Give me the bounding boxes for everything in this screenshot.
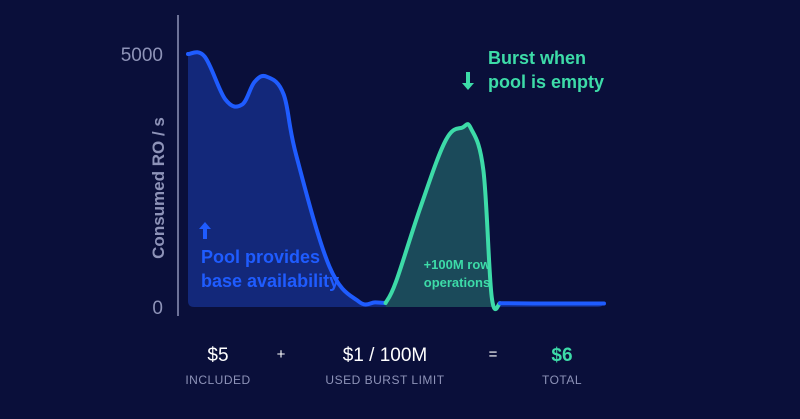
burst-value: $1 / 100M	[342, 345, 428, 366]
total-caption: TOTAL	[541, 373, 583, 387]
annotation-row-operations: +100M row operations	[424, 257, 492, 290]
y-tick-label-1: 0	[152, 298, 163, 319]
total-value: $6	[551, 345, 573, 366]
series-lines	[186, 50, 606, 312]
arrow-down-icon	[462, 72, 474, 90]
burst-caption: USED BURST LIMIT	[325, 373, 445, 387]
plus-sign: +	[276, 346, 286, 363]
included-caption: INCLUDED	[185, 373, 251, 387]
included-value: $5	[207, 345, 229, 366]
summary-included: $5 INCLUDED	[185, 345, 250, 387]
y-tick-label-0: 5000	[121, 45, 163, 66]
base-area-0	[188, 52, 386, 307]
annotation-row-ops-line-2: operations	[424, 275, 490, 290]
annotation-row-ops-line-1: +100M row	[424, 257, 492, 272]
burst-area-1	[385, 124, 500, 310]
annotation-pool-line-1: Pool provides	[201, 247, 320, 267]
annotation-pool: Pool provides base availability	[199, 222, 339, 291]
annotation-burst-line-1: Burst when	[488, 48, 586, 68]
y-axis-label: Consumed RO / s	[149, 117, 168, 259]
burst-line-1	[383, 122, 502, 312]
annotation-burst: Burst when pool is empty	[462, 48, 604, 92]
arrow-up-icon	[199, 222, 211, 239]
annotation-burst-line-2: pool is empty	[488, 72, 604, 92]
y-tick-labels: 5000 0	[121, 45, 163, 319]
annotation-pool-line-2: base availability	[201, 271, 339, 291]
summary-total: $6 TOTAL	[542, 345, 582, 387]
consumption-chart: 5000 0 Consumed RO / s Pool provides base…	[121, 15, 606, 319]
summary-burst: $1 / 100M USED BURST LIMIT	[325, 345, 444, 387]
base-line-0	[186, 50, 388, 307]
equals-sign: =	[488, 346, 498, 363]
